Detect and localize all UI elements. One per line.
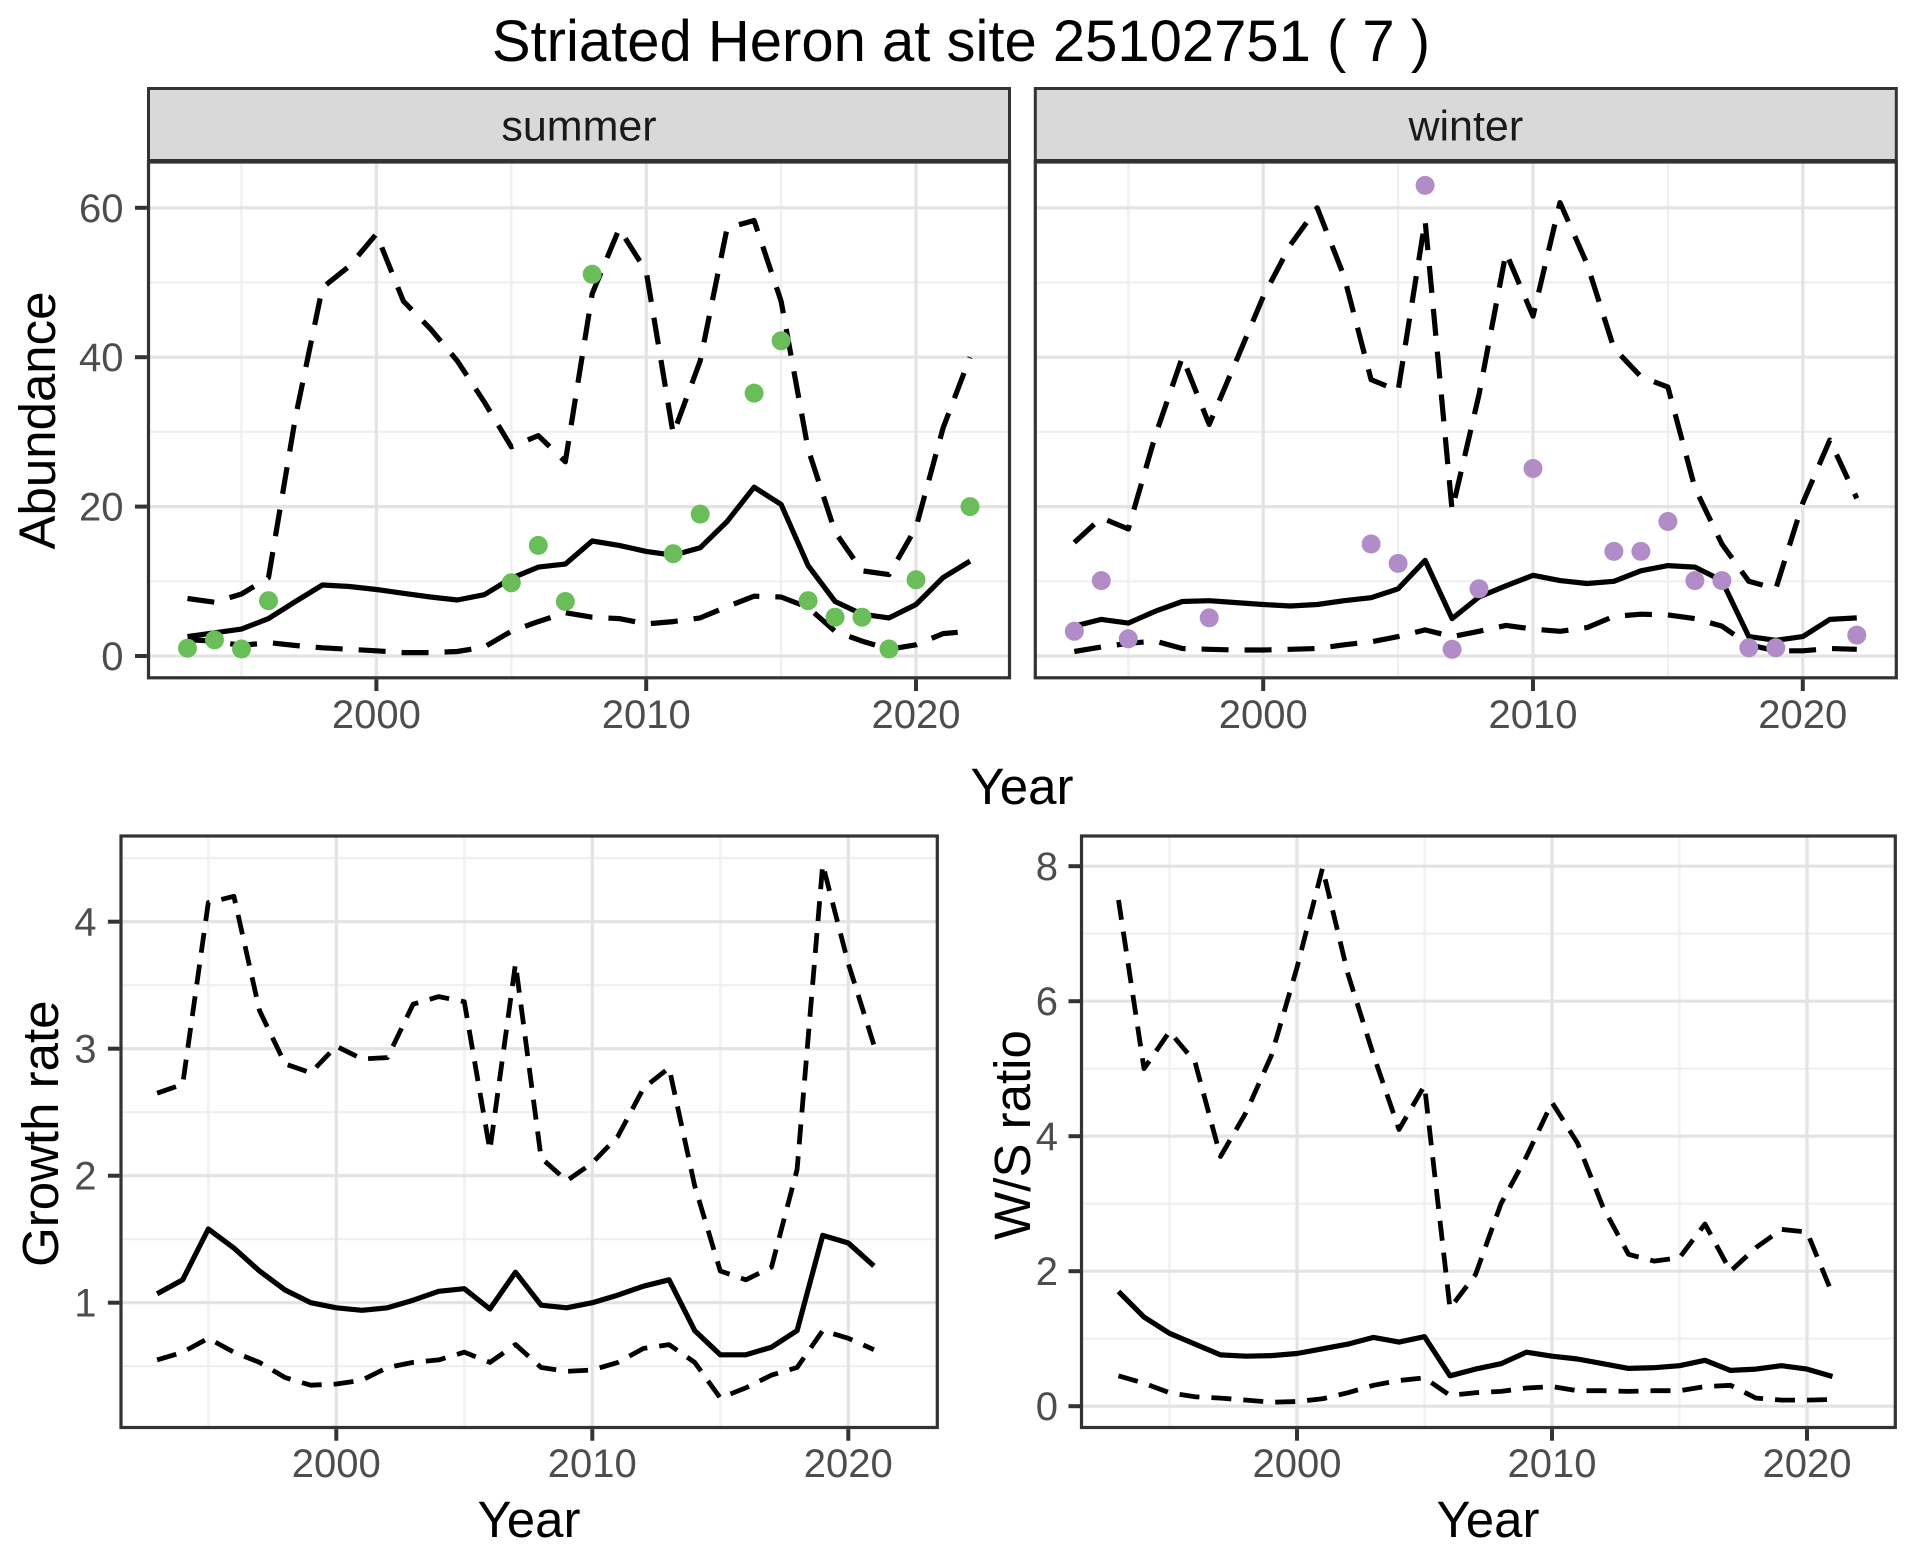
svg-text:2020: 2020 bbox=[872, 693, 961, 737]
svg-text:2020: 2020 bbox=[1758, 693, 1847, 737]
svg-text:1: 1 bbox=[74, 1282, 96, 1326]
svg-text:8: 8 bbox=[1036, 845, 1058, 889]
svg-text:0: 0 bbox=[1036, 1385, 1058, 1429]
svg-text:W/S ratio: W/S ratio bbox=[984, 1030, 1041, 1240]
svg-text:Striated Heron at site 2510275: Striated Heron at site 25102751 ( 7 ) bbox=[492, 9, 1430, 74]
svg-text:winter: winter bbox=[1407, 103, 1523, 151]
svg-text:Year: Year bbox=[1436, 1491, 1539, 1548]
svg-text:summer: summer bbox=[501, 103, 656, 151]
svg-text:6: 6 bbox=[1036, 980, 1058, 1024]
svg-text:2000: 2000 bbox=[1253, 1442, 1342, 1486]
svg-text:40: 40 bbox=[79, 336, 124, 380]
svg-text:2010: 2010 bbox=[548, 1442, 637, 1486]
svg-text:2000: 2000 bbox=[1219, 693, 1308, 737]
svg-text:2020: 2020 bbox=[804, 1442, 893, 1486]
svg-text:2000: 2000 bbox=[332, 693, 421, 737]
svg-text:4: 4 bbox=[74, 901, 96, 945]
svg-text:Year: Year bbox=[477, 1491, 580, 1548]
svg-text:2010: 2010 bbox=[602, 693, 691, 737]
svg-text:2: 2 bbox=[74, 1155, 96, 1199]
svg-text:20: 20 bbox=[79, 486, 124, 530]
svg-text:Growth rate: Growth rate bbox=[12, 1000, 69, 1266]
svg-text:Abundance: Abundance bbox=[9, 291, 66, 549]
svg-text:2: 2 bbox=[1036, 1250, 1058, 1294]
svg-text:3: 3 bbox=[74, 1028, 96, 1072]
svg-text:2010: 2010 bbox=[1489, 693, 1578, 737]
svg-text:Year: Year bbox=[970, 758, 1073, 815]
svg-text:0: 0 bbox=[101, 635, 123, 679]
svg-text:4: 4 bbox=[1036, 1115, 1058, 1159]
svg-text:2000: 2000 bbox=[292, 1442, 381, 1486]
svg-text:60: 60 bbox=[79, 187, 124, 231]
svg-text:2010: 2010 bbox=[1508, 1442, 1597, 1486]
svg-text:2020: 2020 bbox=[1763, 1442, 1852, 1486]
